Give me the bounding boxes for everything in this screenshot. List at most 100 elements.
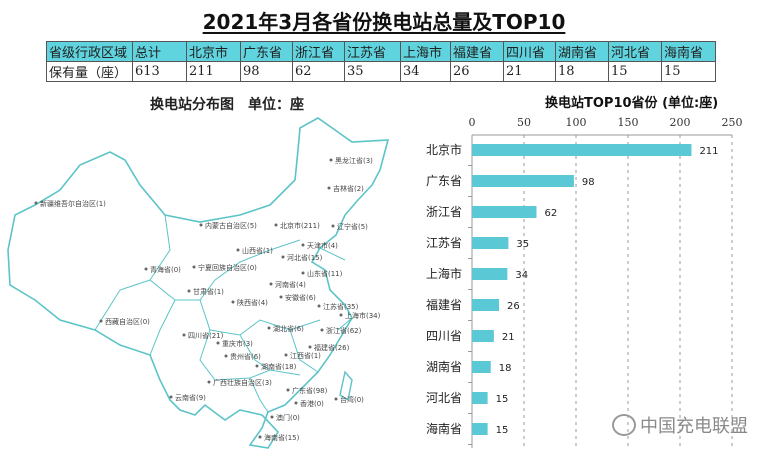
china-map: 新疆维吾尔自治区(1) 内蒙古自治区(5) 北京市(211) 辽宁省(5) 黑龙江省(3…: [7, 117, 390, 449]
data-label: 15: [496, 394, 509, 405]
map-label: 天津市(4): [307, 241, 338, 250]
city-dot: [327, 186, 331, 190]
city-dot: [301, 271, 305, 275]
map-label: 上海市(34): [345, 311, 381, 320]
city-dot: [169, 395, 173, 399]
x-tick-label: 150: [618, 116, 639, 129]
map-label: 河北省(15): [287, 253, 323, 262]
map-label: 广东省(98): [292, 386, 328, 395]
map-label: 黑龙江省(3): [335, 156, 373, 165]
city-dot: [199, 223, 203, 227]
x-tick-label: 0: [469, 116, 476, 129]
category-label: 福建省: [426, 297, 462, 312]
map-label: 湖北省(6): [273, 324, 304, 333]
city-dot: [294, 401, 298, 405]
city-dot: [207, 380, 211, 384]
map-label: 吉林省(2): [333, 184, 364, 193]
city-dot: [182, 333, 186, 337]
header-cell: 总计: [132, 41, 187, 62]
city-dot: [339, 313, 343, 317]
x-tick-label: 250: [722, 116, 743, 129]
city-dot: [281, 255, 285, 259]
map-label: 江苏省(35): [323, 302, 359, 311]
category-label: 海南省: [426, 421, 462, 436]
city-dot: [231, 300, 235, 304]
value-cell: 保有量（座）: [46, 61, 133, 82]
map-label: 安徽省(6): [285, 293, 316, 302]
category-label: 四川省: [426, 329, 462, 343]
bar: [472, 268, 508, 280]
chart-title: 换电站TOP10省份 (单位:座): [545, 96, 719, 111]
header-cell: 海南省: [661, 41, 716, 62]
header-cell: 福建省: [450, 41, 504, 62]
data-label: 34: [515, 270, 528, 281]
data-label: 98: [582, 177, 595, 188]
city-dot: [236, 248, 240, 252]
map-label: 辽宁省(5): [337, 222, 368, 231]
city-dot: [144, 267, 148, 271]
map-title: 换电站分布图 单位：座: [150, 97, 304, 113]
data-label: 211: [699, 146, 718, 157]
city-dot: [267, 326, 271, 330]
city-dot: [329, 158, 333, 162]
map-label: 陕西省(4): [237, 298, 268, 307]
city-dot: [317, 304, 321, 308]
map-label: 新疆维吾尔自治区(1): [40, 199, 106, 208]
category-label: 北京市: [426, 142, 462, 157]
bar: [472, 392, 488, 404]
value-cell: 18: [555, 61, 609, 82]
bar: [472, 330, 494, 342]
category-label: 上海市: [426, 266, 462, 281]
value-cell: 15: [661, 61, 716, 82]
data-label: 62: [544, 208, 557, 219]
map-label: 福建省(26): [314, 343, 350, 352]
category-label: 河北省: [426, 391, 462, 405]
bar: [472, 206, 537, 218]
header-cell: 河北省: [608, 41, 662, 62]
data-label: 35: [516, 239, 529, 250]
map-label: 青海省(0): [150, 265, 181, 274]
title-text: 2021年3月各省份换电站总量及TOP10: [202, 10, 566, 34]
data-label: 18: [499, 363, 512, 374]
city-dot: [301, 243, 305, 247]
header-cell: 湖南省: [555, 41, 609, 62]
header-cell: 上海市: [400, 41, 451, 62]
bar: [472, 423, 488, 435]
city-dot: [258, 435, 262, 439]
map-label: 澳门(0): [276, 413, 300, 422]
map-label: 北京市(211): [280, 221, 320, 230]
city-dot: [255, 364, 259, 368]
category-label: 浙江省: [426, 205, 462, 219]
map-label: 西藏自治区(0): [105, 317, 150, 326]
bar: [472, 299, 500, 311]
x-tick-label: 50: [517, 116, 531, 129]
map-label: 宁夏回族自治区(0): [198, 263, 257, 272]
data-label: 15: [496, 425, 509, 436]
bar: [472, 361, 491, 373]
header-cell: 江苏省: [344, 41, 401, 62]
watermark: 中国充电联盟: [612, 412, 748, 438]
map-label: 山东省(11): [307, 269, 343, 278]
data-label: 26: [507, 301, 520, 312]
watermark-text: 中国充电联盟: [640, 416, 748, 437]
map-province-borders: [94, 214, 353, 413]
map-label: 广西壮族自治区(3): [213, 378, 272, 387]
summary-table: 省级行政区域 总计 北京市 广东省 浙江省 江苏省 上海市 福建省 四川省 湖南省 河北省 海南省 保…: [46, 41, 716, 82]
city-dot: [308, 345, 312, 349]
category-label: 江苏省: [426, 236, 462, 250]
map-label: 浙江省(62): [326, 326, 362, 335]
city-dot: [320, 328, 324, 332]
table-header-row: 省级行政区域 总计 北京市 广东省 浙江省 江苏省 上海市 福建省 四川省 湖南省 河北省 海南省: [46, 41, 716, 62]
map-label: 甘肃省(1): [193, 287, 224, 296]
bar: [472, 144, 692, 156]
city-dot: [279, 295, 283, 299]
value-cell: 15: [608, 61, 662, 82]
map-label: 贵州省(6): [230, 352, 261, 361]
category-label: 湖南省: [426, 359, 462, 374]
city-dot: [34, 201, 38, 205]
city-dot: [286, 388, 290, 392]
map-label: 内蒙古自治区(5): [205, 221, 257, 230]
value-cell: 26: [450, 61, 504, 82]
city-dot: [334, 397, 338, 401]
